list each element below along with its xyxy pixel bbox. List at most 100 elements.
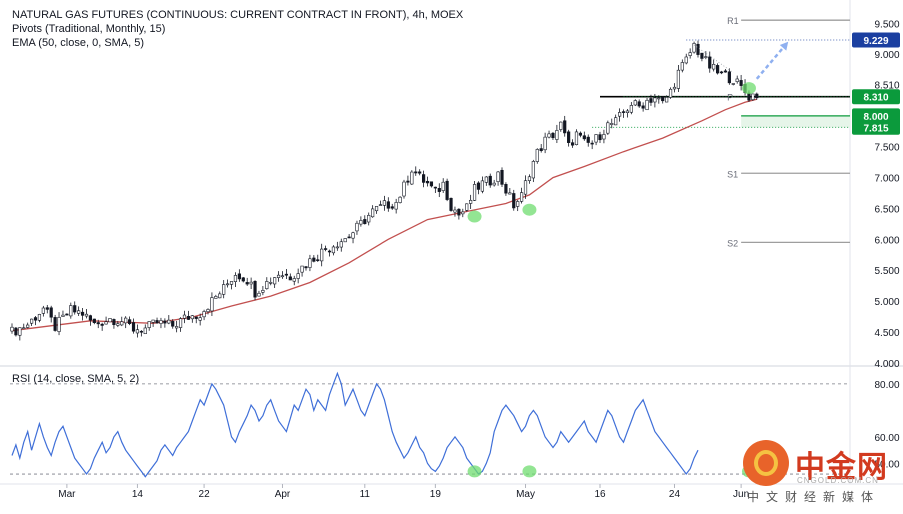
candle-body <box>551 132 555 139</box>
candle-body <box>476 182 481 190</box>
candle-body <box>480 180 485 192</box>
candle-body <box>543 136 547 151</box>
candle-body <box>704 56 708 58</box>
time-tick-label: Apr <box>275 489 291 500</box>
candle-body <box>374 206 379 212</box>
candle-body <box>492 182 496 186</box>
candle-body <box>645 99 649 111</box>
candle-body <box>320 248 324 262</box>
candle-body <box>229 281 234 285</box>
candle-body <box>22 327 26 330</box>
candle-body <box>214 296 218 299</box>
candle-body <box>527 176 532 181</box>
candle-body <box>280 275 285 278</box>
rsi-indicator-label[interactable]: RSI (14, close, SMA, 5, 2) <box>12 373 140 385</box>
candle-body <box>355 222 359 232</box>
candle-body <box>719 71 724 74</box>
candle-body <box>210 297 214 312</box>
candle-body <box>84 313 89 317</box>
candle-body <box>586 136 590 143</box>
candle-body <box>65 313 69 316</box>
candle-body <box>327 250 332 253</box>
candle-body <box>273 277 277 285</box>
highlight-circle <box>467 210 482 223</box>
candle-body <box>131 322 136 332</box>
candle-body <box>104 321 108 325</box>
highlight-circle <box>522 203 537 216</box>
candle-body <box>386 201 390 209</box>
candle-body <box>496 171 500 182</box>
candle-body <box>237 273 241 280</box>
candle-body <box>421 174 426 183</box>
rsi-tick-label: 60.00 <box>874 433 899 444</box>
candle-body <box>198 317 202 321</box>
candle-body <box>641 105 645 109</box>
candle-body <box>10 326 14 332</box>
candle-body <box>69 305 73 317</box>
candle-body <box>182 314 187 319</box>
pivot-label-S1: S1 <box>727 169 738 179</box>
candle-body <box>347 236 351 239</box>
candle-body <box>590 142 594 145</box>
candle-body <box>331 246 336 254</box>
candle-body <box>539 148 543 151</box>
candle-body <box>665 97 669 103</box>
candle-body <box>147 321 151 328</box>
candle-body <box>367 215 371 223</box>
watermark-logo-icon <box>743 440 789 486</box>
candle-body <box>323 248 328 250</box>
candle-body <box>715 65 720 74</box>
candle-body <box>398 196 402 203</box>
candle-body <box>249 281 253 285</box>
candle-body <box>155 320 159 324</box>
candle-body <box>186 316 191 320</box>
candle-body <box>265 281 269 290</box>
watermark-domain: CNGOLD.COM.CN <box>797 476 879 485</box>
candle-body <box>418 171 422 174</box>
candle-body <box>300 265 304 273</box>
candle-body <box>284 273 289 276</box>
candle-body <box>163 320 167 324</box>
candle-body <box>731 83 735 85</box>
candle-body <box>488 175 492 186</box>
support-zone <box>741 115 850 128</box>
candle-body <box>668 88 673 98</box>
candle-body <box>414 171 418 174</box>
candle-body <box>559 121 563 130</box>
pivot-lines: R1 P S1 S2 <box>592 16 850 248</box>
price-tick-label: 6.000 <box>874 235 899 246</box>
candle-body <box>519 192 524 202</box>
candle-body <box>206 309 210 313</box>
candle-body <box>402 181 406 197</box>
pivots-indicator-label[interactable]: Pivots (Traditional, Monthly, 15) <box>12 23 166 35</box>
candle-body <box>657 97 661 100</box>
candle-body <box>680 62 684 71</box>
candle-body <box>124 317 128 324</box>
candlesticks <box>10 40 759 341</box>
candle-body <box>567 131 571 143</box>
candle-body <box>574 131 579 145</box>
candle-body <box>712 64 716 70</box>
price-badge <box>852 32 900 48</box>
candle-body <box>696 43 700 55</box>
candle-body <box>708 56 712 69</box>
candle-body <box>425 180 430 184</box>
chart-annotations <box>467 40 790 223</box>
candle-body <box>433 186 437 189</box>
candle-body <box>484 176 488 183</box>
candle-body <box>253 280 257 298</box>
price-tick-label: 7.500 <box>874 143 899 154</box>
price-tick-label: 4.000 <box>874 359 899 370</box>
candle-body <box>457 208 461 216</box>
candle-body <box>469 199 473 204</box>
trend-projection <box>693 44 734 73</box>
ema-indicator-label[interactable]: EMA (50, close, 0, SMA, 5) <box>12 37 145 49</box>
candle-body <box>508 192 512 195</box>
highlight-circle <box>741 82 756 95</box>
candle-body <box>472 184 477 201</box>
candle-body <box>233 275 238 282</box>
candle-body <box>120 321 124 326</box>
candle-body <box>112 319 116 325</box>
